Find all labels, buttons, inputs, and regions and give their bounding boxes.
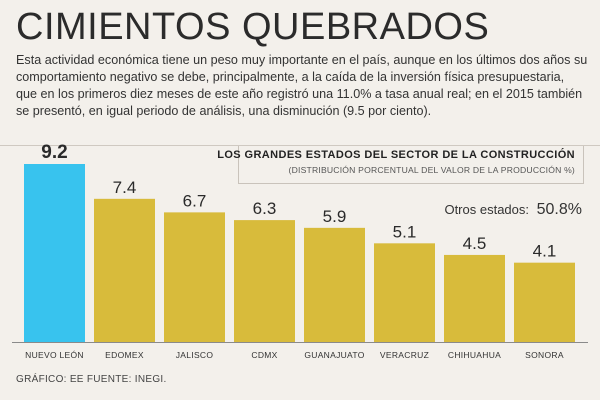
category-label: VERACRUZ: [380, 350, 429, 360]
data-label: 4.5: [463, 234, 487, 253]
bar-sonora: [514, 262, 575, 342]
data-label: 5.9: [323, 207, 347, 226]
intro-paragraph: Esta actividad económica tiene un peso m…: [16, 53, 588, 118]
others-value: 50.8%: [536, 201, 582, 218]
category-label: CDMX: [251, 350, 277, 360]
chart-title: LOS GRANDES ESTADOS DEL SECTOR DE LA CON…: [217, 149, 575, 161]
data-label: 5.1: [393, 222, 417, 241]
category-label: NUEVO LEÓN: [25, 350, 84, 360]
bar-cdmx: [234, 220, 295, 342]
others-states: Otros estados: 50.8%: [444, 201, 582, 219]
data-label: 9.2: [41, 142, 67, 163]
category-label: CHIHUAHUA: [448, 350, 501, 360]
data-label: 6.3: [253, 199, 277, 218]
bar-edomex: [94, 198, 155, 342]
bar-guanajuato: [304, 227, 365, 342]
data-label: 7.4: [113, 178, 137, 197]
bar-veracruz: [374, 243, 435, 342]
divider: [0, 145, 600, 146]
bar-jalisco: [164, 212, 225, 342]
source-credit: GRÁFICO: EE FUENTE: INEGI.: [16, 374, 167, 385]
category-label: SONORA: [525, 350, 564, 360]
category-label: GUANAJUATO: [304, 350, 364, 360]
category-label: EDOMEX: [105, 350, 144, 360]
page-title: CIMIENTOS QUEBRADOS: [16, 6, 490, 48]
category-label: JALISCO: [176, 350, 214, 360]
data-label: 6.7: [183, 191, 207, 210]
bar-chihuahua: [444, 254, 505, 342]
data-label: 4.1: [533, 242, 557, 261]
chart-subtitle: (DISTRIBUCIÓN PORCENTUAL DEL VALOR DE LA…: [288, 165, 575, 175]
chart-legend-box: LOS GRANDES ESTADOS DEL SECTOR DE LA CON…: [217, 146, 584, 184]
others-label: Otros estados:: [444, 202, 529, 217]
bar-nuevo-león: [24, 164, 85, 342]
